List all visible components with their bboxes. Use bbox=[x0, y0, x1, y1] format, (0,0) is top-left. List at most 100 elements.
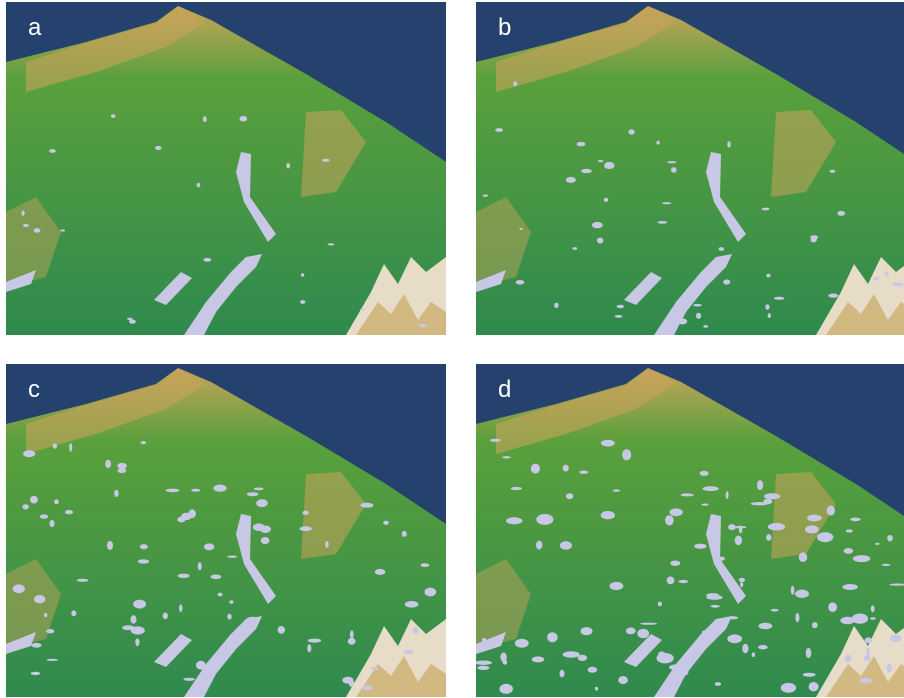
water-patch bbox=[734, 535, 743, 546]
water-patch bbox=[117, 467, 127, 474]
water-patch bbox=[21, 210, 25, 216]
water-patch bbox=[727, 141, 731, 148]
mountain-shading bbox=[826, 656, 904, 697]
water-patch bbox=[49, 149, 56, 153]
water-patch bbox=[591, 221, 603, 229]
water-patch bbox=[155, 145, 162, 150]
terrain-render-a bbox=[6, 2, 446, 335]
water-patch bbox=[892, 282, 904, 287]
water-patch bbox=[761, 207, 770, 211]
water-patch bbox=[547, 632, 558, 643]
water-patch bbox=[600, 511, 615, 520]
water-patch bbox=[307, 644, 312, 653]
river bbox=[654, 254, 732, 335]
water-patch bbox=[203, 257, 212, 262]
water-patch bbox=[12, 584, 25, 594]
water-patch bbox=[246, 492, 259, 497]
water-patch bbox=[327, 243, 335, 246]
water-patch bbox=[765, 304, 770, 310]
water-patch bbox=[826, 505, 835, 516]
water-patch bbox=[628, 129, 635, 135]
panel-label-c: c bbox=[28, 376, 40, 403]
water-patch bbox=[502, 659, 508, 665]
water-patch bbox=[300, 273, 305, 277]
water-patch bbox=[701, 503, 709, 506]
water-patch bbox=[360, 308, 365, 311]
ridge-highlight bbox=[496, 8, 676, 92]
water-patch bbox=[210, 574, 222, 580]
water-patch bbox=[807, 514, 822, 522]
water-patch bbox=[531, 656, 545, 663]
water-patch bbox=[139, 544, 148, 550]
water-patch bbox=[851, 613, 869, 624]
water-patch bbox=[603, 197, 609, 202]
water-patch bbox=[401, 530, 407, 537]
ridge-highlight bbox=[301, 472, 366, 559]
river bbox=[184, 616, 262, 697]
water-patch bbox=[481, 637, 487, 644]
water-patch bbox=[260, 537, 270, 545]
water-patch bbox=[678, 579, 689, 584]
water-patch bbox=[675, 666, 689, 677]
water-patch bbox=[740, 582, 744, 588]
water-patch bbox=[69, 443, 73, 452]
water-patch bbox=[677, 318, 688, 325]
water-patch bbox=[252, 523, 265, 531]
water-patch bbox=[217, 592, 223, 597]
water-patch bbox=[758, 622, 773, 630]
water-patch bbox=[229, 600, 234, 604]
ridge-highlight bbox=[476, 559, 531, 649]
water-patch bbox=[559, 541, 572, 550]
water-patch bbox=[579, 470, 589, 474]
water-patch bbox=[302, 510, 309, 515]
water-patch bbox=[798, 552, 808, 563]
water-patch bbox=[802, 672, 816, 677]
terrain-panel-d: d bbox=[476, 364, 904, 697]
water-patch bbox=[135, 638, 140, 647]
water-patch bbox=[601, 439, 615, 447]
water-patch bbox=[763, 498, 773, 505]
water-patch bbox=[49, 519, 55, 528]
water-patch bbox=[577, 654, 588, 661]
water-patch bbox=[183, 677, 195, 681]
water-patch bbox=[22, 224, 29, 227]
water-patch bbox=[727, 634, 743, 644]
water-patch bbox=[866, 647, 870, 656]
water-patch bbox=[348, 679, 355, 687]
water-patch bbox=[106, 540, 114, 550]
ridge-highlight bbox=[771, 472, 836, 559]
water-patch bbox=[253, 487, 264, 491]
water-patch bbox=[766, 273, 771, 278]
water-patch bbox=[696, 312, 702, 319]
water-patch bbox=[179, 604, 183, 612]
water-patch bbox=[130, 626, 145, 635]
water-patch bbox=[54, 499, 59, 505]
water-patch bbox=[852, 555, 871, 563]
water-patch bbox=[140, 441, 147, 445]
water-patch bbox=[805, 647, 812, 659]
water-patch bbox=[665, 515, 674, 526]
water-patch bbox=[536, 514, 554, 525]
water-patch bbox=[65, 509, 73, 515]
water-patch bbox=[889, 583, 904, 586]
ridge-highlight bbox=[26, 370, 206, 454]
water-patch bbox=[699, 470, 709, 476]
water-patch bbox=[383, 520, 389, 525]
water-patch bbox=[22, 504, 29, 510]
ridge-highlight bbox=[496, 370, 676, 454]
water-patch bbox=[618, 676, 628, 685]
water-patch bbox=[33, 228, 41, 233]
water-patch bbox=[810, 235, 819, 240]
water-patch bbox=[701, 629, 719, 636]
water-patch bbox=[580, 627, 593, 636]
water-patch bbox=[277, 626, 285, 634]
water-patch bbox=[767, 523, 786, 531]
water-patch bbox=[477, 665, 490, 670]
water-patch bbox=[197, 562, 202, 571]
water-patch bbox=[718, 556, 725, 561]
water-patch bbox=[612, 489, 620, 492]
ridge-highlight bbox=[301, 110, 366, 197]
water-patch bbox=[597, 237, 604, 244]
water-patch bbox=[767, 313, 771, 319]
water-patch bbox=[515, 280, 525, 285]
